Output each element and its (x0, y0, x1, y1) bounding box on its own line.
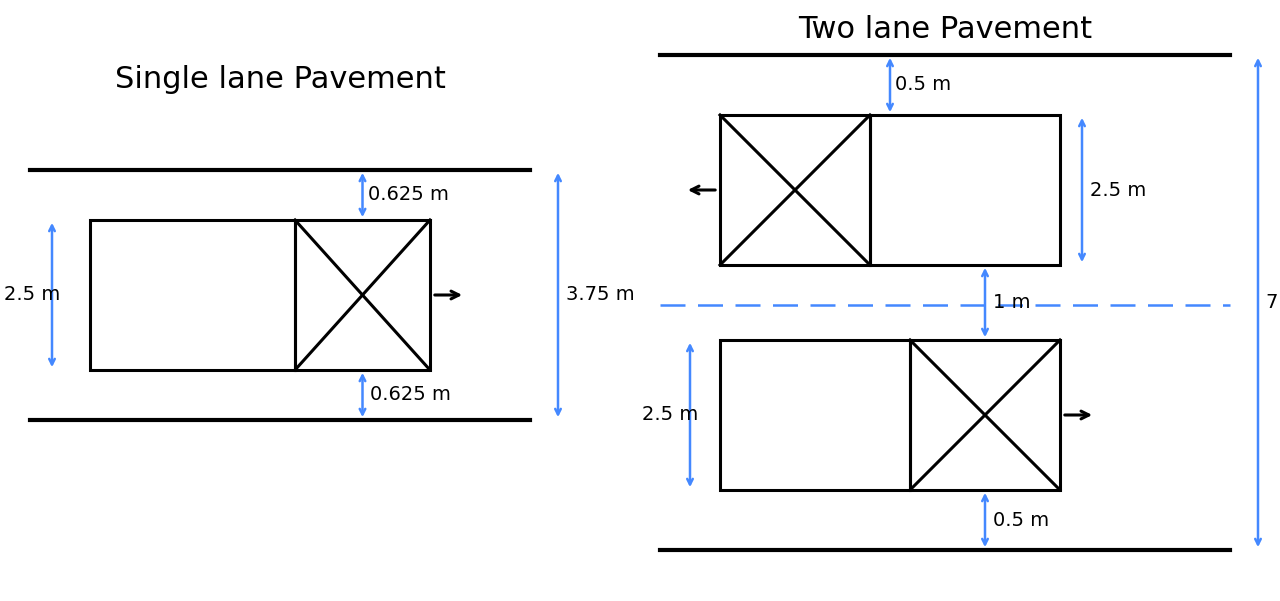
Bar (870, 115, 1060, 265)
Bar (719, 115, 870, 265)
Text: 2.5 m: 2.5 m (641, 406, 698, 424)
Text: 3.75 m: 3.75 m (566, 285, 635, 305)
Text: 0.625 m: 0.625 m (370, 385, 452, 404)
Text: Single lane Pavement: Single lane Pavement (115, 65, 445, 94)
Bar (294, 220, 430, 370)
Bar (719, 340, 910, 490)
Text: 0.5 m: 0.5 m (895, 76, 951, 94)
Text: 2.5 m: 2.5 m (1091, 180, 1147, 200)
Bar (910, 340, 1060, 490)
Bar (90, 220, 294, 370)
Text: Two lane Pavement: Two lane Pavement (797, 15, 1092, 44)
Text: 7 m: 7 m (1266, 293, 1280, 312)
Text: 0.625 m: 0.625 m (367, 186, 448, 204)
Text: 0.5 m: 0.5 m (993, 510, 1050, 529)
Text: 2.5 m: 2.5 m (4, 285, 60, 305)
Text: 1 m: 1 m (993, 293, 1030, 312)
